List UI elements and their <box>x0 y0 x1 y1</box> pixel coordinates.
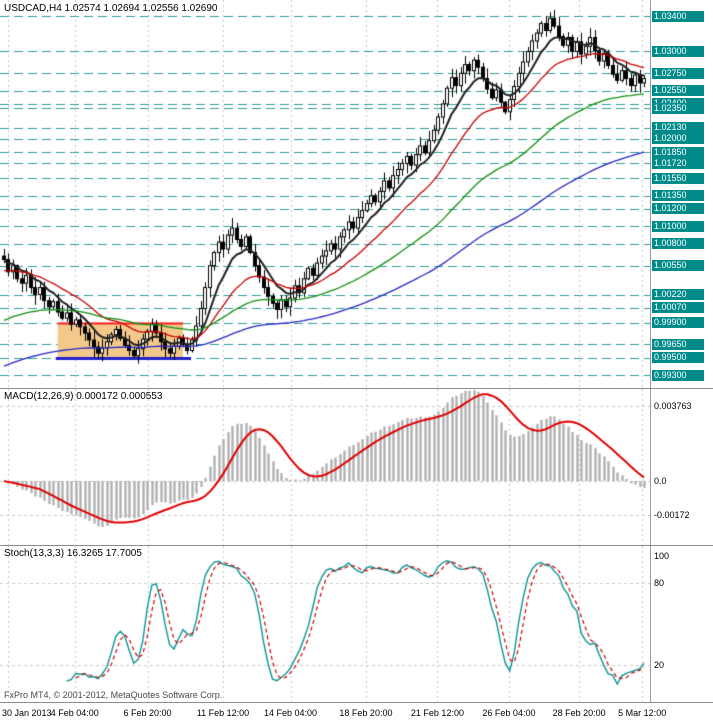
axis-value-label: 100 <box>654 550 670 561</box>
price-panel: USDCAD,H4 1.02574 1.02694 1.02556 1.0269… <box>0 0 713 388</box>
time-axis-label: 21 Feb 12:00 <box>410 708 464 718</box>
panel-separator <box>0 702 713 703</box>
macd-axis[interactable]: 0.003763 0.0 -0.00172 <box>650 389 713 545</box>
price-level-badge: 1.02750 <box>652 67 704 79</box>
axis-value-label: 80 <box>654 578 665 589</box>
price-level-badge: 0.99500 <box>652 352 704 364</box>
price-level-badge: 1.02550 <box>652 85 704 97</box>
price-level-badge: 1.01720 <box>652 157 704 169</box>
price-axis[interactable]: 1.034001.030001.027501.025501.024001.023… <box>650 0 713 388</box>
time-axis-label: 26 Feb 04:00 <box>482 708 536 718</box>
price-level-badge: 0.99650 <box>652 338 704 350</box>
axis-value-label: -0.00172 <box>654 510 690 521</box>
time-axis-label: 5 Mar 12:00 <box>618 708 667 718</box>
price-level-badge: 1.01550 <box>652 172 704 184</box>
panel-separator <box>0 545 713 546</box>
time-axis-label: 30 Jan 2013 <box>2 708 52 718</box>
price-level-badge: 1.03400 <box>652 10 704 22</box>
price-level-badge: 1.02130 <box>652 122 704 134</box>
price-level-badge: 1.00070 <box>652 302 704 314</box>
price-level-badge: 0.99900 <box>652 317 704 329</box>
time-axis-label: 28 Feb 20:00 <box>552 708 606 718</box>
time-axis-label: 6 Feb 20:00 <box>123 708 172 718</box>
price-level-badge: 1.02350 <box>652 102 704 114</box>
macd-panel: MACD(12,26,9) 0.000172 0.000553 0.003763… <box>0 389 713 545</box>
stoch-panel: Stoch(13,3,3) 16.3265 17.7005 FxPro MT4,… <box>0 546 713 702</box>
time-axis-label: 18 Feb 20:00 <box>339 708 393 718</box>
price-level-badge: 1.00550 <box>652 260 704 272</box>
price-level-badge: 1.00220 <box>652 289 704 301</box>
time-axis-label: 11 Feb 12:00 <box>196 708 250 718</box>
price-level-badge: 0.99300 <box>652 369 704 381</box>
price-level-badge: 1.01350 <box>652 190 704 202</box>
macd-indicator-label: MACD(12,26,9) 0.000172 0.000553 <box>4 391 163 402</box>
price-level-badge: 1.01850 <box>652 146 704 158</box>
time-axis[interactable]: 30 Jan 2013 4 Feb 04:00 6 Feb 20:00 11 Feb … <box>0 703 713 728</box>
price-level-badge: 1.01000 <box>652 220 704 232</box>
stoch-canvas[interactable] <box>0 546 650 702</box>
price-level-badge: 1.02000 <box>652 133 704 145</box>
panel-separator <box>0 388 713 389</box>
copyright-text: FxPro MT4, © 2001-2012, MetaQuotes Softw… <box>4 690 223 700</box>
price-level-badge: 1.03000 <box>652 45 704 57</box>
stoch-indicator-label: Stoch(13,3,3) 16.3265 17.7005 <box>4 548 142 559</box>
time-axis-label: 4 Feb 04:00 <box>50 708 99 718</box>
axis-value-label: 0.0 <box>654 476 667 486</box>
chart-ohlc-title: USDCAD,H4 1.02574 1.02694 1.02556 1.0269… <box>4 3 218 14</box>
price-chart-canvas[interactable] <box>0 0 650 388</box>
axis-value-label: 20 <box>654 659 665 670</box>
price-level-badge: 1.01200 <box>652 203 704 215</box>
time-axis-label: 14 Feb 04:00 <box>264 708 318 718</box>
axis-value-label: 0.003763 <box>654 400 692 411</box>
macd-canvas[interactable] <box>0 389 650 545</box>
price-level-badge: 1.00800 <box>652 238 704 250</box>
stoch-axis[interactable]: 100 80 20 <box>650 546 713 702</box>
